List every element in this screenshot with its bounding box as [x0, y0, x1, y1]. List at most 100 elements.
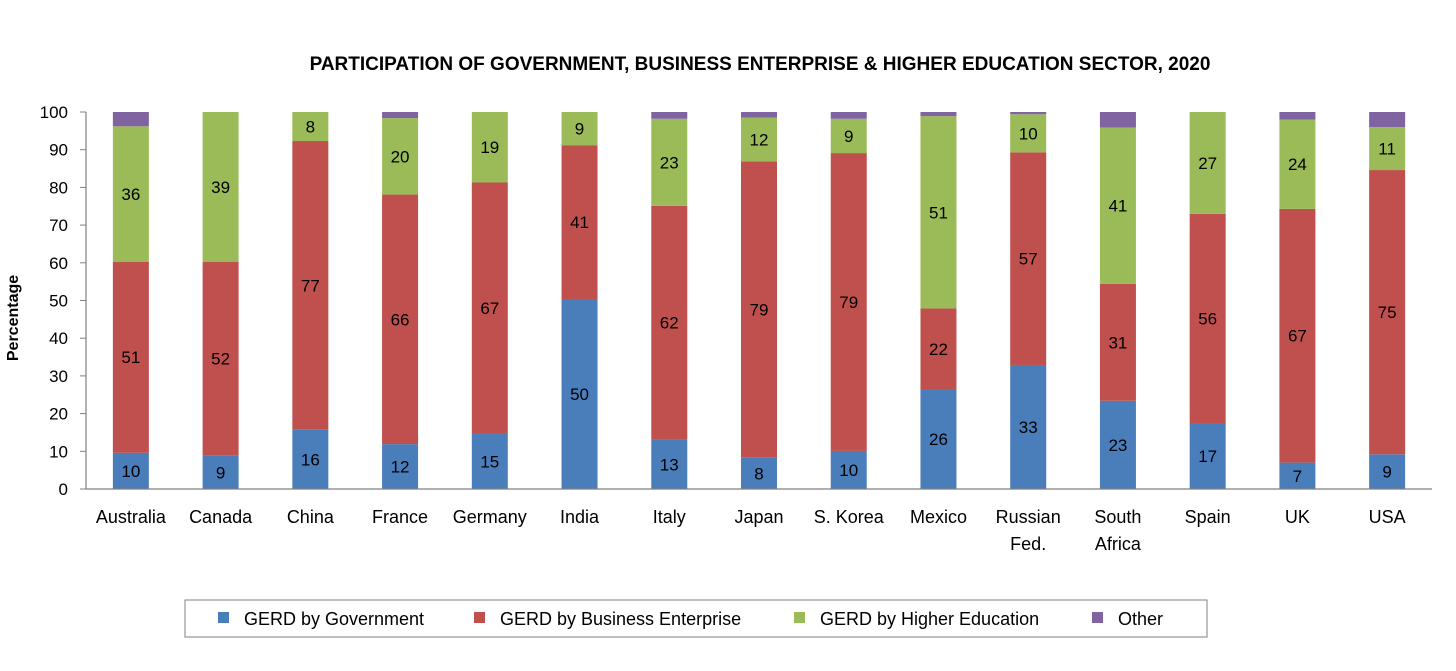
- data-label: 79: [839, 293, 858, 312]
- bar-segment: [471, 182, 508, 434]
- x-tick-label: China: [287, 507, 335, 527]
- bar-segment: [741, 117, 777, 162]
- legend: GERD by Government GERD by Business Enter…: [184, 599, 1208, 638]
- x-tick-label: Africa: [1095, 534, 1142, 554]
- bar-segment: [112, 261, 149, 453]
- bar-segment: [920, 112, 957, 117]
- data-label: 66: [391, 310, 410, 329]
- bar-segment: [1189, 423, 1226, 489]
- bar-segment: [382, 444, 419, 489]
- data-label: 11: [1378, 140, 1396, 159]
- bar-segment: [1279, 112, 1316, 120]
- bar-segment: [741, 161, 777, 458]
- legend-label: GERD by Government: [244, 609, 424, 629]
- legend-swatch: [1092, 612, 1103, 623]
- bar-segment: [292, 112, 329, 142]
- y-axis-label: Percentage: [5, 275, 22, 361]
- bar-segment: [471, 433, 508, 489]
- bar-segment: [1189, 213, 1226, 424]
- x-tick-label: USA: [1369, 507, 1406, 527]
- y-axis-ticks: 0 10 20 30 40 50 60 70 80 90 100: [40, 103, 86, 499]
- bar-segment: [561, 298, 598, 489]
- legend-label: GERD by Higher Education: [820, 609, 1039, 629]
- data-label: 12: [750, 131, 769, 150]
- bar-segment: [830, 450, 867, 489]
- data-label: 51: [121, 348, 140, 367]
- data-label: 31: [1108, 333, 1127, 352]
- data-label: 13: [660, 455, 679, 474]
- data-label: 9: [575, 120, 584, 139]
- data-label: 23: [1108, 436, 1127, 455]
- y-tick-label: 0: [59, 480, 68, 499]
- bar-segment: [292, 141, 329, 430]
- bar-segment: [1099, 127, 1136, 284]
- data-label: 17: [1198, 447, 1217, 466]
- x-tick-label: UK: [1285, 507, 1310, 527]
- legend-box: [184, 599, 1208, 638]
- bar-segment: [1369, 127, 1406, 171]
- chart-title: PARTICIPATION OF GOVERNMENT, BUSINESS EN…: [310, 54, 1211, 75]
- x-tick-label: France: [372, 507, 428, 527]
- data-label: 33: [1019, 418, 1038, 437]
- bar-segment: [651, 112, 688, 119]
- data-label: 9: [1382, 463, 1391, 482]
- bar-segment: [202, 455, 239, 489]
- bar-segment: [1369, 454, 1406, 489]
- bar-segment: [920, 389, 957, 489]
- legend-label: GERD by Business Enterprise: [500, 609, 741, 629]
- bar-segment: [1010, 114, 1047, 153]
- data-label: 77: [301, 276, 320, 295]
- bar-segment: [1189, 112, 1226, 214]
- bar-segment: [202, 261, 239, 456]
- bar-segment: [382, 112, 419, 119]
- bar-segment: [920, 116, 957, 309]
- y-tick-label: 90: [49, 141, 68, 160]
- x-tick-label: Spain: [1185, 507, 1231, 527]
- bar-segment: [382, 118, 419, 195]
- x-tick-label: Mexico: [910, 507, 967, 527]
- x-tick-label: South: [1094, 507, 1141, 527]
- data-label: 8: [754, 464, 763, 483]
- y-tick-label: 100: [40, 103, 68, 122]
- bar-segment: [651, 439, 688, 489]
- data-label: 79: [750, 301, 769, 320]
- bar-segment: [1279, 208, 1316, 463]
- data-label: 75: [1378, 303, 1397, 322]
- bar-segment: [830, 153, 867, 451]
- y-tick-label: 40: [49, 329, 68, 348]
- bar-segment: [1279, 462, 1316, 489]
- y-tick-label: 30: [49, 367, 68, 386]
- bar-segment: [112, 452, 149, 489]
- bar-segment: [1010, 364, 1047, 489]
- data-label: 24: [1288, 155, 1307, 174]
- bar-segment: [112, 112, 149, 127]
- data-label: 15: [480, 452, 499, 471]
- bar-segment: [112, 126, 149, 262]
- bar-segment: [202, 112, 239, 262]
- bar-segment: [1099, 112, 1136, 128]
- legend-swatch: [474, 612, 485, 623]
- x-axis-labels: Australia Canada China France Germany India It…: [96, 507, 1406, 554]
- data-label: 20: [391, 147, 410, 166]
- y-tick-label: 60: [49, 254, 68, 273]
- data-label: 56: [1198, 309, 1217, 328]
- y-tick-label: 10: [49, 442, 68, 461]
- data-label: 16: [301, 450, 320, 469]
- data-label: 22: [929, 340, 948, 359]
- bar-segment: [382, 194, 419, 445]
- data-label: 52: [211, 350, 230, 369]
- legend-swatch: [794, 612, 805, 623]
- data-label: 23: [660, 153, 679, 172]
- bar-segment: [1369, 170, 1406, 455]
- data-label: 19: [480, 138, 499, 157]
- data-labels-group: 10 51 36 9 52 39 16 77 8 12 66 20 15 67 19 50 41 9 13 62 23 8…: [121, 118, 1396, 486]
- data-label: 7: [1293, 467, 1302, 486]
- data-label: 41: [1108, 197, 1127, 216]
- data-label: 51: [929, 203, 948, 222]
- x-tick-label: Fed.: [1010, 534, 1046, 554]
- bar-segment: [830, 118, 867, 154]
- data-label: 9: [216, 463, 225, 482]
- bar-segment: [471, 112, 508, 183]
- bar-segment: [741, 457, 777, 489]
